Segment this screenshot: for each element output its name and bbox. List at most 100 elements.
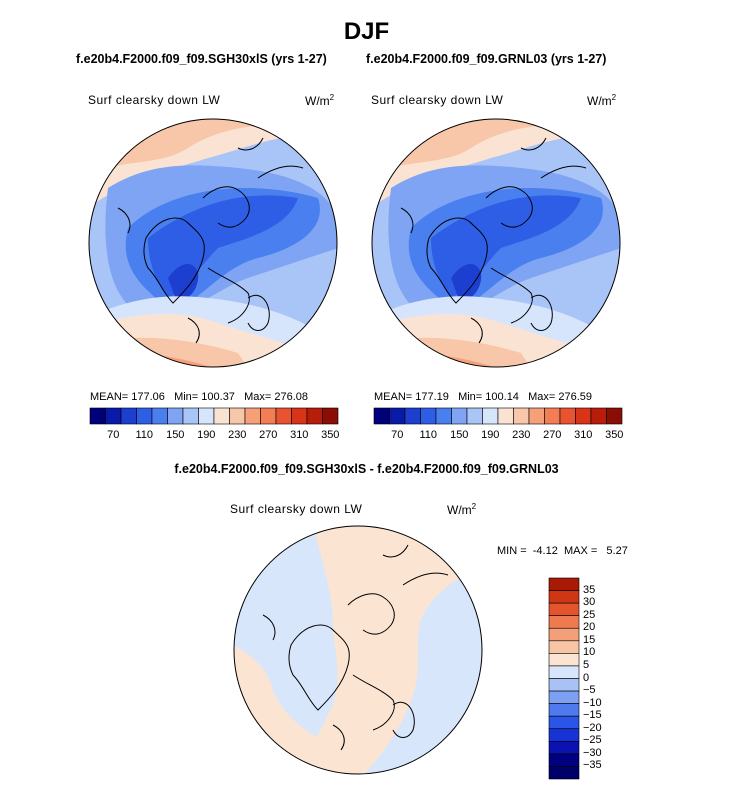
panel1-colorbar-box [105, 407, 122, 425]
panel2-colorbar-box [451, 407, 468, 425]
difference-colorbar-tick-label: −5 [583, 684, 596, 697]
panel1-units-label: W/m2 [305, 93, 335, 108]
panel2-colorbar-box [466, 407, 483, 425]
difference-variable-label: Surf clearsky down LW [230, 502, 363, 516]
panel1-colorbar-box [167, 407, 184, 425]
panel2-colorbar-box [559, 407, 576, 425]
difference-colorbar-tick-label: −30 [583, 746, 602, 759]
difference-colorbar-tick-label: 35 [583, 583, 596, 596]
difference-colorbar [548, 577, 580, 780]
panel2-colorbar-box [435, 407, 452, 425]
difference-colorbar-tick-label: 15 [583, 633, 596, 646]
panel2-colorbar-box [606, 407, 623, 425]
panel2-colorbar-box [497, 407, 514, 425]
panel1-colorbar-box [229, 407, 246, 425]
panel1-colorbar-box [182, 407, 199, 425]
panel2-colorbar-tick-label: 230 [512, 429, 531, 441]
panel2-colorbar-box [420, 407, 437, 425]
difference-colorbar-box [548, 741, 580, 755]
panel1-colorbar-box [244, 407, 261, 425]
panel1-colorbar-tick-label: 230 [228, 429, 247, 441]
difference-colorbar-box [548, 602, 580, 616]
panel2-colorbar-tick-label: 110 [419, 429, 438, 441]
panel2-colorbar [373, 407, 623, 425]
panel1-case-title: f.e20b4.F2000.f09_f09.SGH30xlS (yrs 1-27… [76, 52, 327, 66]
difference-units-label: W/m2 [447, 502, 477, 517]
panel1-colorbar [89, 407, 339, 425]
panel1-colorbar-tick-label: 190 [197, 429, 216, 441]
panel1-colorbar-box [136, 407, 153, 425]
difference-colorbar-tick-label: −25 [583, 734, 602, 747]
panel1-colorbar-box [306, 407, 323, 425]
panel1-colorbar-box [260, 407, 277, 425]
difference-colorbar-box [548, 703, 580, 717]
difference-colorbar-labels: 35 30 25 20 15 10 5 0 −5 −10 −15 −20 −25 −30 −35 [583, 578, 633, 779]
difference-colorbar-tick-label: 20 [583, 621, 596, 634]
difference-colorbar-box [548, 728, 580, 742]
panel2-colorbar-tick-label: 350 [605, 429, 624, 441]
panel2-colorbar-tick-label: 190 [481, 429, 500, 441]
panel1-colorbar-tick-label: 110 [135, 429, 154, 441]
panel2-stats: MEAN= 177.19 Min= 100.14 Max= 276.59 [374, 391, 592, 403]
panel2-case-title: f.e20b4.F2000.f09_f09.GRNL03 (yrs 1-27) [366, 52, 607, 66]
panel1-min: Min= 100.37 [174, 391, 235, 403]
difference-polar-map [233, 525, 483, 775]
difference-colorbar-box [548, 715, 580, 730]
panel1-colorbar-labels: 70 110 150 190 230 270 310 350 [90, 429, 340, 443]
panel2-colorbar-tick-label: 150 [450, 429, 469, 441]
panel2-colorbar-tick-label: 310 [574, 429, 593, 441]
panel1-mean: MEAN= 177.06 [90, 391, 165, 403]
difference-colorbar-tick-label: 0 [583, 671, 590, 684]
difference-colorbar-tick-label: 25 [583, 608, 596, 621]
panel2-colorbar-tick-label: 70 [391, 429, 404, 441]
difference-colorbar-box [548, 753, 580, 767]
panel1-colorbar-box [322, 407, 339, 425]
difference-colorbar-tick-label: 5 [583, 658, 590, 671]
panel1-colorbar-box [198, 407, 215, 425]
panel2-colorbar-box [482, 407, 499, 425]
panel1-colorbar-box [213, 407, 230, 425]
panel1-colorbar-box [275, 407, 292, 425]
panel1-colorbar-box [291, 407, 308, 425]
panel2-colorbar-labels: 70 110 150 190 230 270 310 350 [374, 429, 624, 443]
panel1-colorbar-tick-label: 70 [107, 429, 120, 441]
panel1-colorbar-tick-label: 150 [166, 429, 185, 441]
difference-minmax: MIN = -4.12 MAX = 5.27 [497, 545, 628, 557]
difference-colorbar-box [548, 590, 580, 604]
difference-colorbar-tick-label: 30 [583, 596, 596, 609]
panel2-colorbar-box [528, 407, 545, 425]
panel1-variable-label: Surf clearsky down LW [88, 93, 221, 107]
panel1-colorbar-tick-label: 270 [259, 429, 278, 441]
panel2-min: Min= 100.14 [458, 391, 519, 403]
difference-title: f.e20b4.F2000.f09_f09.SGH30xlS - f.e20b4… [174, 462, 559, 476]
difference-colorbar-box [548, 627, 580, 642]
panel1-colorbar-tick-label: 350 [321, 429, 340, 441]
panel2-colorbar-box [404, 407, 421, 425]
panel2-colorbar-box [575, 407, 592, 425]
difference-colorbar-box [548, 678, 580, 692]
difference-colorbar-box [548, 766, 580, 780]
difference-colorbar-box [548, 577, 580, 591]
panel1-colorbar-box [120, 407, 137, 425]
difference-colorbar-tick-label: −35 [583, 759, 602, 772]
difference-colorbar-tick-label: −10 [583, 696, 602, 709]
panel2-colorbar-box [590, 407, 607, 425]
difference-colorbar-tick-label: −15 [583, 709, 602, 722]
difference-colorbar-box [548, 653, 580, 667]
panel2-colorbar-box [544, 407, 561, 425]
panel2-max: Max= 276.59 [528, 391, 593, 403]
panel1-colorbar-box [151, 407, 168, 425]
panel1-max: Max= 276.08 [244, 391, 309, 403]
difference-colorbar-tick-label: −20 [583, 721, 602, 734]
difference-colorbar-box [548, 665, 580, 679]
panel2-variable-label: Surf clearsky down LW [371, 93, 504, 107]
panel2-polar-map [371, 118, 621, 368]
panel2-colorbar-box [389, 407, 406, 425]
panel1-stats: MEAN= 177.06 Min= 100.37 Max= 276.08 [90, 391, 308, 403]
difference-colorbar-box [548, 640, 580, 654]
panel1-colorbar-box [89, 407, 106, 425]
panel1-polar-map [88, 118, 338, 368]
panel1-colorbar-tick-label: 310 [290, 429, 309, 441]
main-title: DJF [343, 18, 390, 45]
difference-colorbar-tick-label: 10 [583, 646, 596, 659]
